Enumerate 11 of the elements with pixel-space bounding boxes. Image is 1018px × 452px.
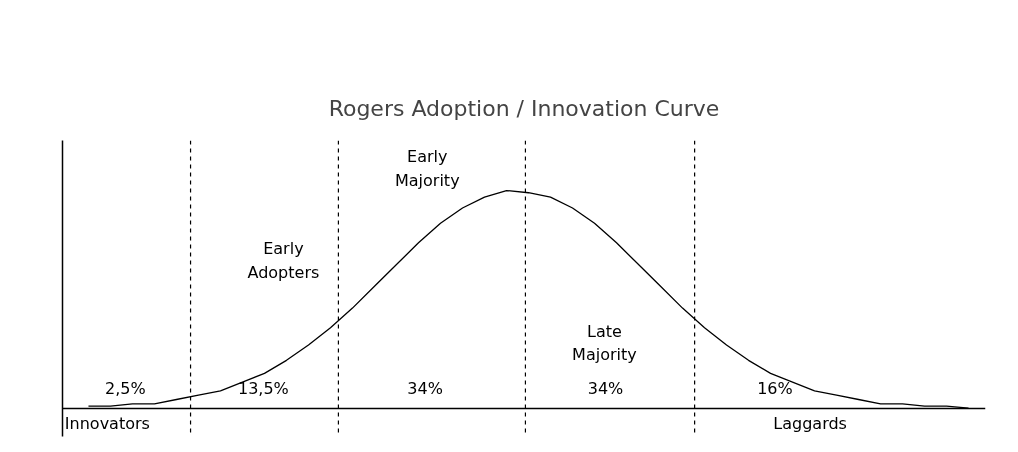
text: Innovators [64,413,150,433]
chart-title: Rogers Adoption / Innovation Curve [328,95,720,121]
annotation: Late Majority [572,321,637,365]
annotation: 34% [407,379,443,399]
annotation: Early Adopters [247,238,320,282]
annotation: 13,5% [237,379,289,399]
text: Early Majority [394,147,460,191]
annotation: 16% [757,379,793,399]
annotation: 34% [587,379,624,399]
text: Laggards [773,413,847,433]
annotation: 2,5% [105,379,146,399]
